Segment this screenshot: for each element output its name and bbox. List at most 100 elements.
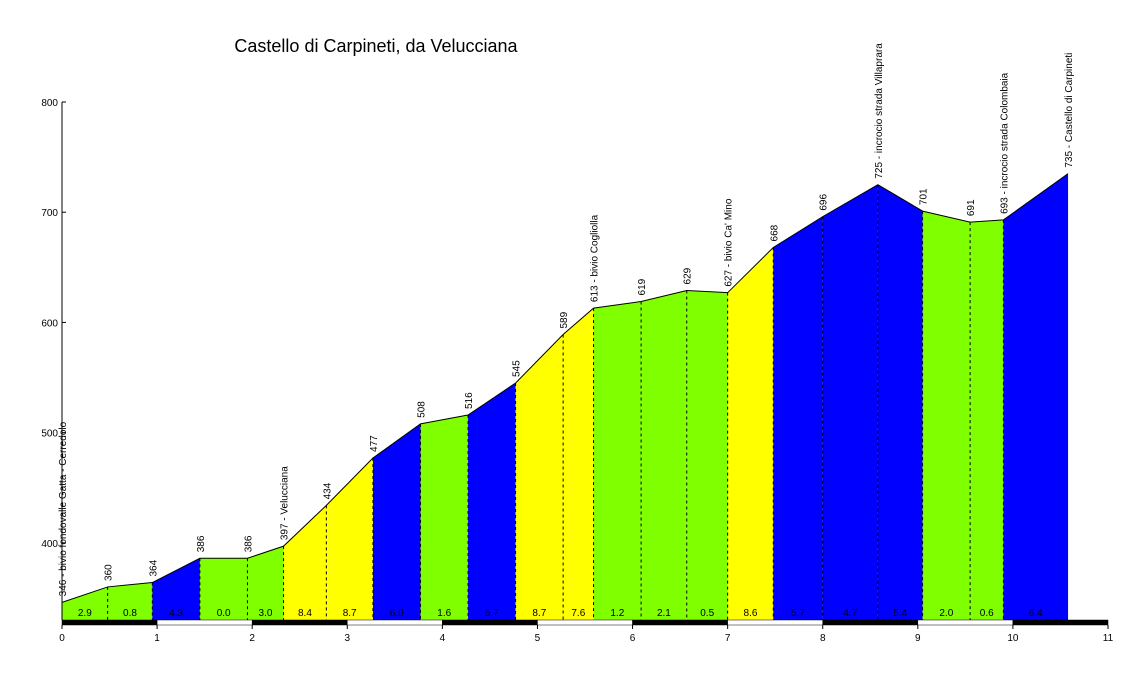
profile-segment — [563, 308, 594, 620]
grade-label: 5.4 — [893, 608, 907, 619]
profile-segment — [247, 546, 284, 620]
grade-label: 5.7 — [485, 608, 499, 619]
elevation-labels: 346 - bivio fondovalle Gatta - Cerredolo… — [58, 43, 1075, 597]
y-tick-label: 500 — [41, 429, 58, 440]
profile-segment — [372, 423, 421, 620]
grade-label: 4.3 — [169, 608, 183, 619]
elevation-label: 346 - bivio fondovalle Gatta - Cerredolo — [58, 421, 69, 596]
elevation-label: 696 — [819, 193, 830, 210]
grade-label: 3.0 — [259, 608, 273, 619]
x-tick-label: 4 — [440, 633, 446, 644]
elevation-label: 386 — [243, 535, 254, 552]
x-tick-label: 10 — [1007, 633, 1019, 644]
profile-segment — [1003, 173, 1069, 620]
profile-segment — [62, 586, 108, 620]
elevation-label: 589 — [559, 311, 570, 328]
x-tick-label: 3 — [344, 633, 350, 644]
elevation-label: 629 — [683, 267, 694, 284]
profile-segment — [326, 457, 373, 620]
elevation-label: 691 — [966, 199, 977, 216]
profile-segment — [877, 184, 923, 620]
profile-segment — [199, 558, 248, 620]
km-bar — [1012, 619, 1109, 626]
grade-label: 8.6 — [744, 608, 758, 619]
grade-labels: 2.9 0.8 4.3 0.0 3.0 8.4 8.7 6.0 1.6 5.7 8.7 7.6 1.2 2… — [78, 608, 1043, 619]
elevation-label: 725 - incrocio strada Villaprara — [874, 43, 885, 179]
grade-label: 2.0 — [939, 608, 953, 619]
km-bar — [632, 619, 728, 626]
elevation-label: 364 — [148, 559, 159, 576]
km-bar — [347, 619, 443, 626]
elevation-label: 735 - Castello di Carpineti — [1064, 53, 1075, 168]
elevation-label: 701 — [919, 188, 930, 205]
segment-dividers — [107, 184, 1004, 620]
grade-label: 8.4 — [298, 608, 312, 619]
km-bar — [917, 619, 1014, 626]
grade-label: 2.1 — [657, 608, 671, 619]
elevation-label: 627 - bivio Ca' Mino — [724, 198, 735, 287]
x-tick-label: 6 — [630, 633, 636, 644]
km-bar — [822, 619, 919, 626]
grade-label: 6.0 — [390, 608, 404, 619]
grade-label: 8.7 — [343, 608, 357, 619]
grade-label: 4.7 — [843, 608, 857, 619]
x-tick-label: 2 — [249, 633, 255, 644]
y-tick-label: 600 — [41, 318, 58, 329]
profile-segment — [641, 290, 687, 620]
km-bar — [727, 619, 823, 626]
elevation-label: 619 — [637, 278, 648, 295]
profile-segment — [922, 211, 971, 620]
km-bar — [537, 619, 633, 626]
y-tick-label: 700 — [41, 208, 58, 219]
elevation-label: 434 — [322, 482, 333, 499]
grade-label: 1.6 — [437, 608, 451, 619]
km-bar — [61, 619, 158, 626]
elevation-label: 668 — [769, 224, 780, 241]
x-tick-label: 1 — [154, 633, 160, 644]
grade-label: 7.6 — [571, 608, 585, 619]
elevation-label: 613 - bivio Cogliolla — [590, 214, 601, 302]
profile-segment — [727, 247, 774, 621]
elevation-label: 477 — [369, 435, 380, 452]
grade-label: 0.5 — [700, 608, 714, 619]
elevation-label: 693 - incrocio strada Colombaia — [999, 72, 1010, 214]
x-tick-label: 5 — [535, 633, 541, 644]
profile-segment — [593, 301, 642, 620]
x-tick-label: 9 — [915, 633, 921, 644]
profile-segment — [686, 290, 728, 620]
grade-label: 0.6 — [980, 608, 994, 619]
km-bar — [442, 619, 538, 626]
grade-label: 2.9 — [78, 608, 92, 619]
axes: 400 500 600 700 800 0 1 2 3 4 5 6 7 8 9 10 11 — [41, 98, 1113, 644]
grade-label: 0.8 — [123, 608, 137, 619]
grade-label: 8.7 — [532, 608, 546, 619]
grade-label: 0.0 — [217, 608, 231, 619]
elevation-label: 516 — [464, 392, 475, 409]
profile-segment — [970, 219, 1004, 620]
y-tick-label: 800 — [41, 98, 58, 109]
x-tick-label: 7 — [725, 633, 731, 644]
profile-outline — [61, 173, 1069, 603]
elevation-label: 397 - Velucciana — [280, 466, 291, 540]
elevation-label: 545 — [512, 360, 523, 377]
elevation-label: 360 — [104, 564, 115, 581]
grade-label: 6.4 — [1029, 608, 1043, 619]
profile-line — [61, 173, 1069, 603]
profile-segment — [283, 505, 327, 620]
km-bar — [156, 619, 253, 626]
profile-segment — [822, 184, 878, 620]
y-tick-label: 400 — [41, 539, 58, 550]
profile-segment — [515, 334, 564, 620]
grade-label: 1.2 — [610, 608, 624, 619]
x-tick-label: 0 — [59, 633, 65, 644]
profile-segment — [152, 558, 200, 620]
profile-segment — [773, 216, 823, 620]
profile-segment — [420, 415, 469, 620]
profile-areas — [62, 173, 1069, 621]
chart-title: Castello di Carpineti, da Velucciana — [234, 36, 518, 56]
elevation-label: 508 — [416, 401, 427, 418]
profile-segment — [468, 383, 516, 620]
x-tick-label: 11 — [1103, 633, 1114, 644]
elevation-label: 386 — [196, 535, 207, 552]
